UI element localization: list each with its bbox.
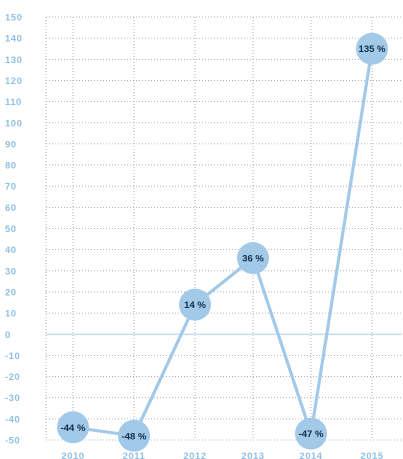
data-point [57, 411, 89, 444]
data-label: -48 % [122, 431, 147, 442]
y-tick-label: 0 [5, 330, 11, 341]
data-label: 14 % [184, 300, 206, 311]
x-tick-label: 2014 [299, 451, 322, 459]
y-tick-label: -30 [5, 393, 20, 404]
x-tick-label: 2011 [123, 451, 146, 459]
y-tick-label: 60 [5, 203, 17, 214]
y-tick-label: 10 [5, 309, 17, 320]
data-point [356, 32, 388, 65]
data-point [179, 288, 211, 321]
data-point [118, 419, 150, 452]
x-tick-label: 2015 [360, 451, 383, 459]
data-point [295, 417, 327, 450]
data-point [237, 242, 269, 275]
grid [45, 16, 402, 441]
y-tick-label: 20 [5, 287, 17, 298]
data-label: -47 % [299, 429, 324, 440]
y-tick-label: 30 [5, 266, 17, 277]
y-tick-label: -20 [5, 372, 20, 383]
y-tick-label: 120 [5, 76, 22, 87]
y-tick-label: 140 [5, 34, 22, 45]
series: -44 % -48 % 14 % 36 % -47 % 135 % [57, 32, 388, 452]
x-tick-label: 2012 [183, 451, 206, 459]
y-axis: 1501401301201101009080706050403020100-10… [5, 13, 22, 447]
series-line [71, 47, 374, 438]
y-tick-label: 90 [5, 139, 17, 150]
y-tick-label: 70 [5, 182, 17, 193]
y-tick-label: -50 [5, 436, 20, 447]
y-tick-label: 130 [5, 55, 22, 66]
y-tick-label: -10 [5, 351, 20, 362]
y-tick-label: 150 [5, 13, 22, 24]
x-axis: 2010 2011 2012 2013 2014 2015 [61, 451, 383, 459]
y-tick-label: -40 [5, 414, 20, 425]
y-tick-label: 50 [5, 224, 17, 235]
data-label: 135 % [359, 44, 386, 55]
y-tick-label: 80 [5, 161, 17, 172]
y-tick-label: 110 [5, 97, 22, 108]
data-label: 36 % [242, 254, 264, 265]
x-tick-label: 2010 [61, 451, 84, 459]
y-tick-label: 100 [5, 118, 22, 129]
x-tick-label: 2013 [241, 451, 264, 459]
data-label: -44 % [61, 423, 86, 434]
y-tick-label: 40 [5, 245, 17, 256]
